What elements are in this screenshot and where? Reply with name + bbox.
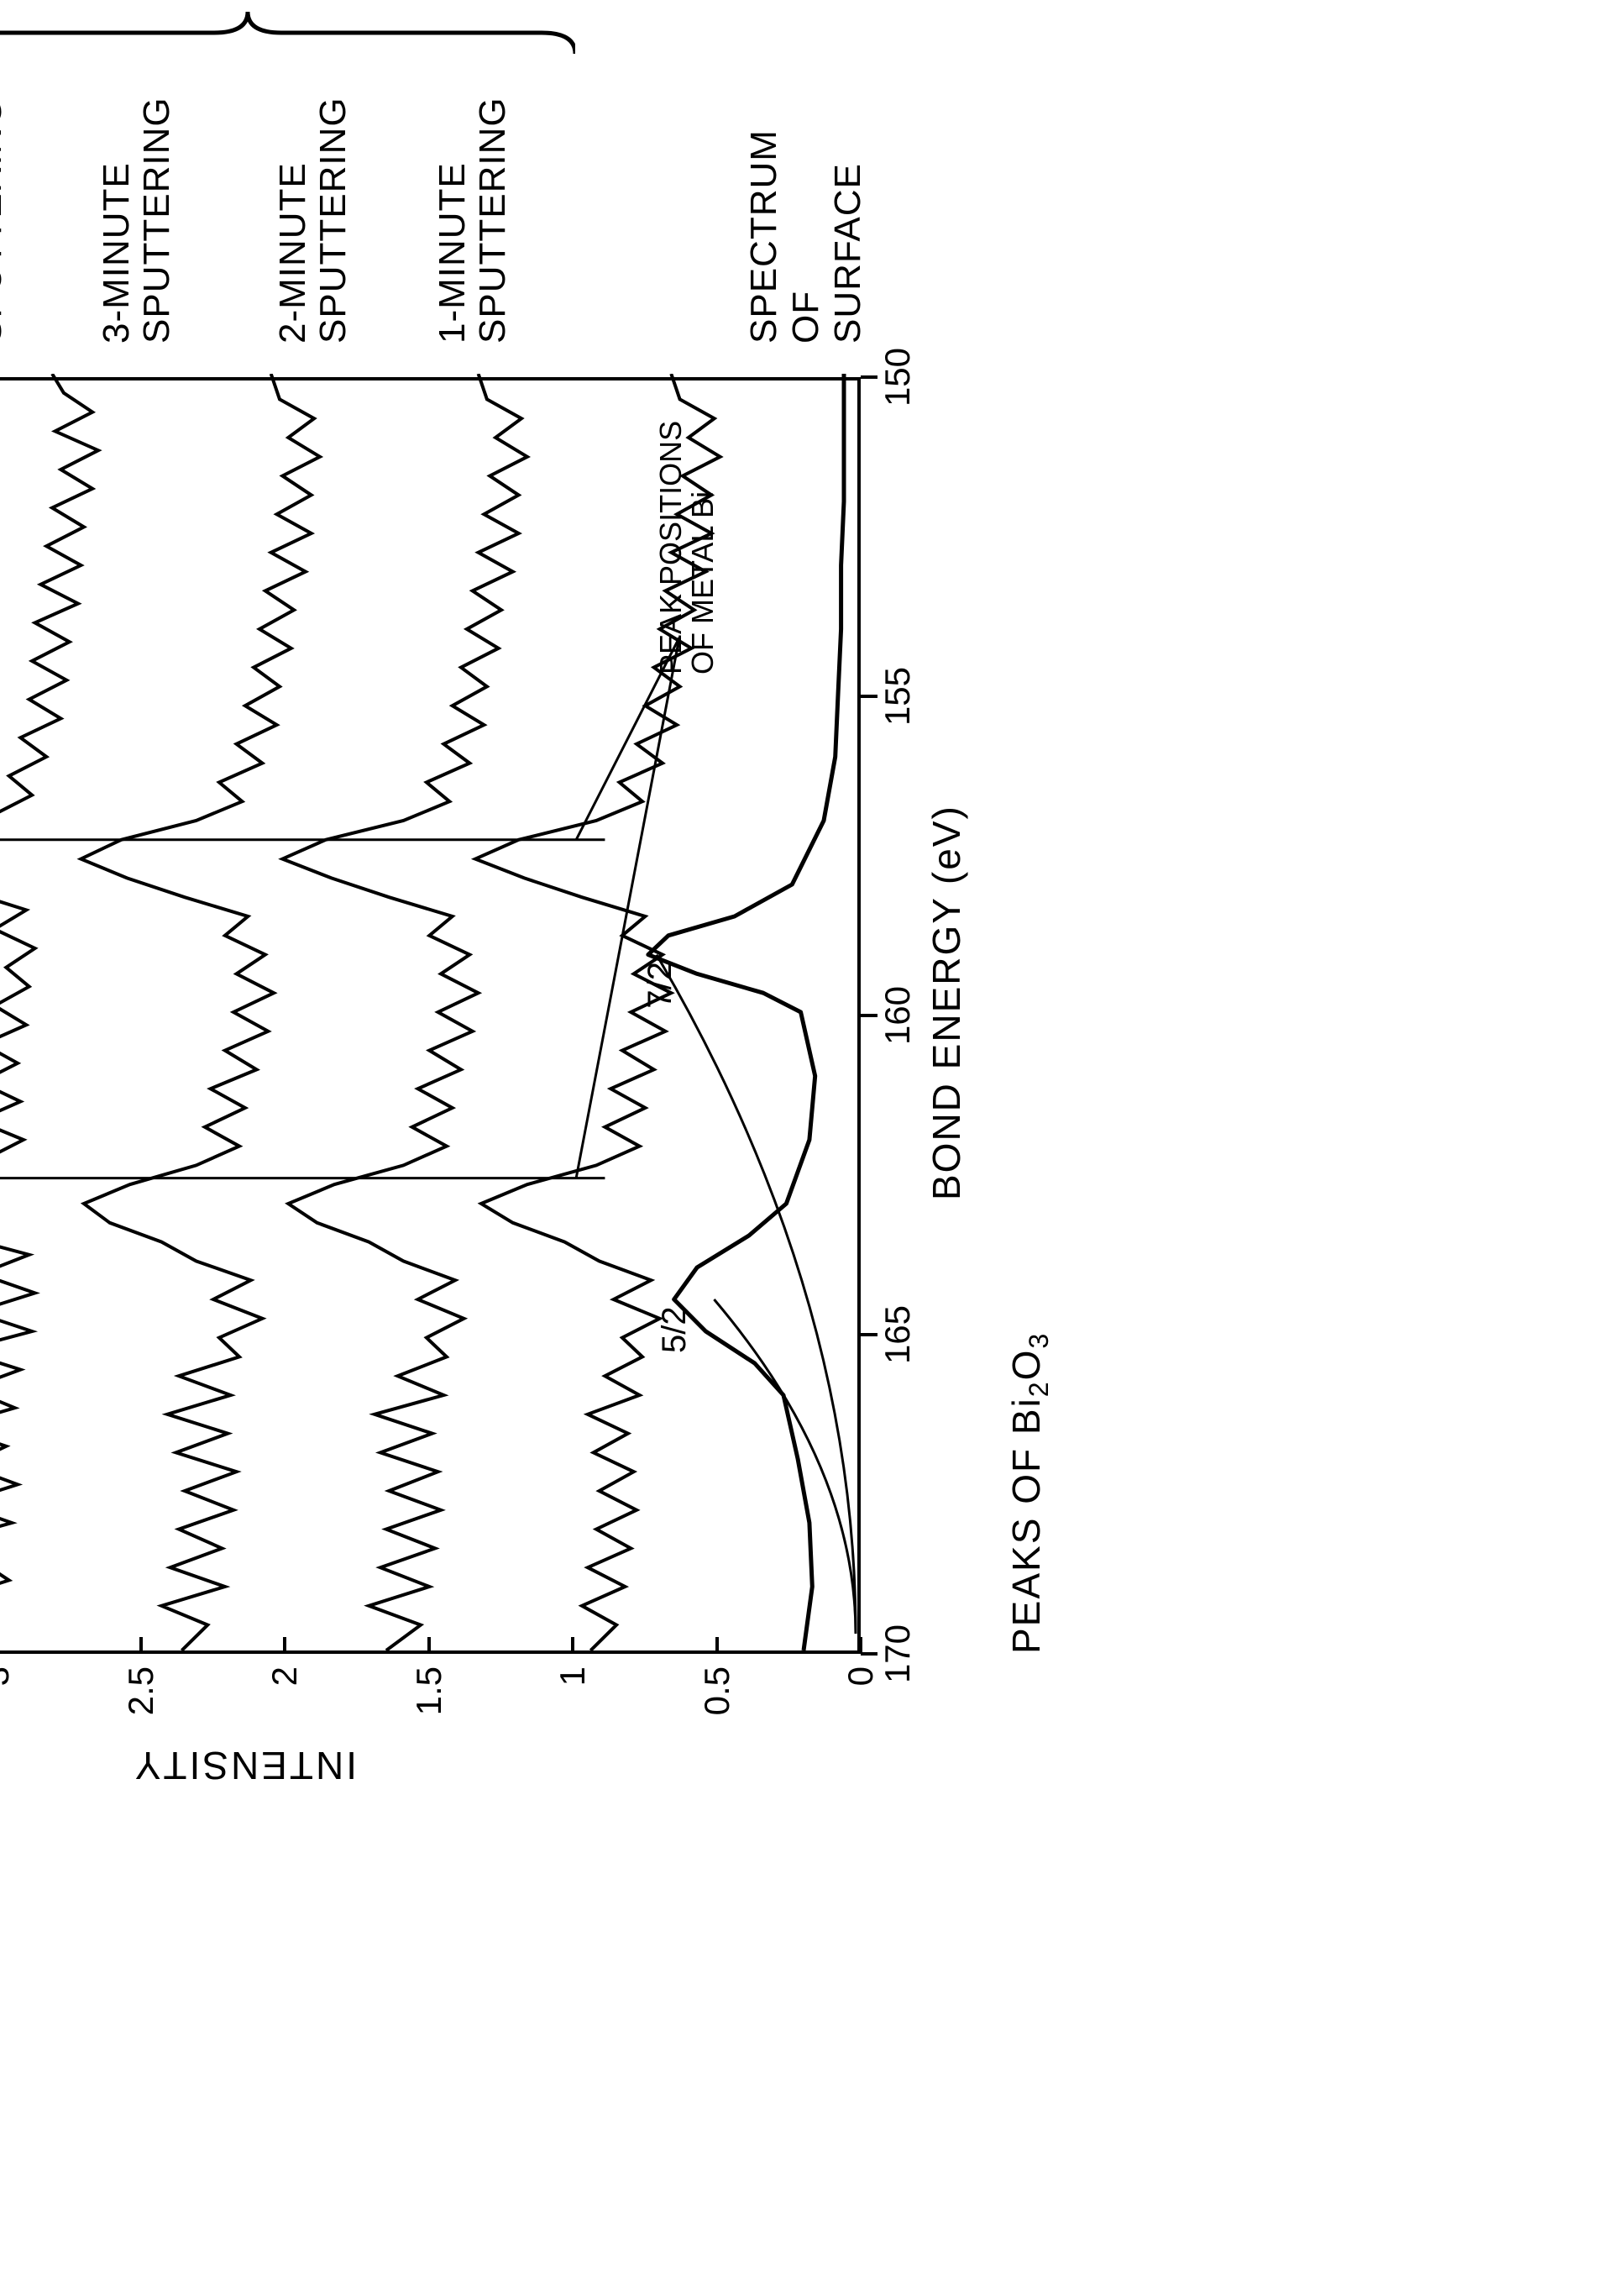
series-label-4min: 4-MINUTESPUTTERING <box>0 97 10 344</box>
series-label-3min: 3-MINUTESPUTTERING <box>97 97 178 344</box>
series-label-1min: 1-MINUTESPUTTERING <box>432 97 514 344</box>
xtick-label: 165 <box>877 1293 918 1377</box>
ytick-label: 0 <box>841 1666 881 1742</box>
peaks-of-bi2o3-label: PEAKS OF Bi2O3 <box>1003 1332 1055 1654</box>
xtick-label: 155 <box>877 654 918 738</box>
surface-spectrum-label: SPECTRUM OF SURFACE <box>743 129 869 344</box>
plot-area <box>0 377 861 1654</box>
figure-page: FIG.2 INTENSITY BOND ENERGY (eV) 00.511.… <box>0 332 1624 1956</box>
x-axis-label: BOND ENERGY (eV) <box>924 805 969 1200</box>
xtick-label: 150 <box>877 335 918 419</box>
bi2o3-peak-label: 5/2 <box>656 1306 694 1353</box>
brace-icon <box>0 8 575 58</box>
ytick-label: 2 <box>265 1666 305 1742</box>
ytick-label: 0.5 <box>697 1666 737 1742</box>
ytick-label: 3 <box>0 1666 17 1742</box>
y-axis-label: INTENSITY <box>133 1743 357 1788</box>
peak-positions-annotation: PEAK POSITIONSOF METAL Bi <box>655 421 719 674</box>
ytick-label: 2.5 <box>121 1666 161 1742</box>
xtick-label: 170 <box>877 1612 918 1696</box>
ytick-label: 1.5 <box>409 1666 449 1742</box>
ytick-label: 1 <box>553 1666 593 1742</box>
bi2o3-peak-label: 7/2 <box>642 962 679 1009</box>
xps-plot-svg <box>0 374 864 1650</box>
xtick-label: 160 <box>877 973 918 1057</box>
series-label-2min: 2-MINUTESPUTTERING <box>273 97 354 344</box>
